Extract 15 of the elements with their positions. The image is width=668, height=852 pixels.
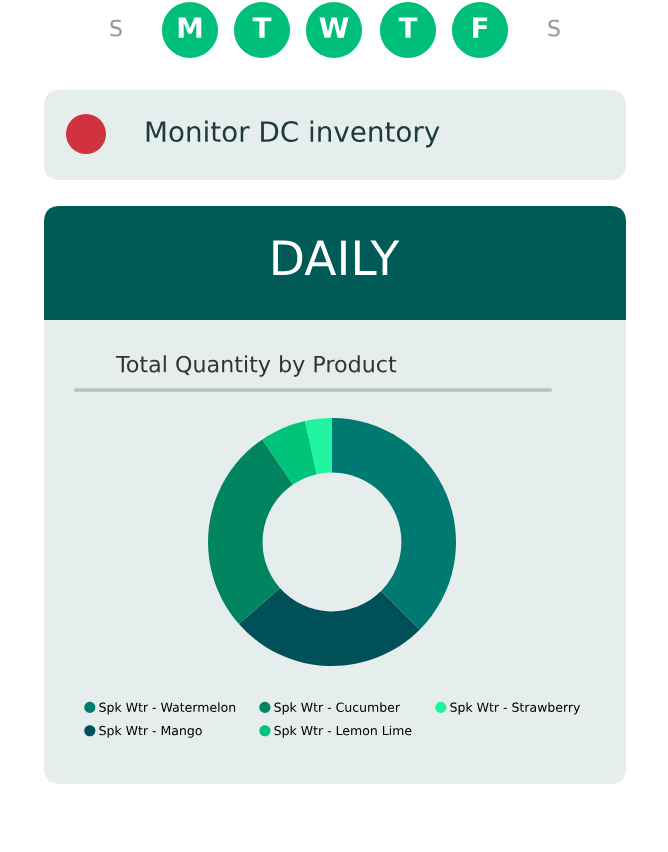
text: T bbox=[398, 17, 418, 38]
donut-slice bbox=[208, 439, 293, 624]
donut-slice bbox=[262, 420, 317, 485]
text: M bbox=[178, 17, 202, 38]
text: S bbox=[110, 19, 122, 37]
text: DAILY bbox=[273, 240, 400, 276]
text: W bbox=[319, 17, 349, 38]
chart-title: Total Quantity by Product bbox=[115, 355, 397, 377]
donut-slice bbox=[304, 418, 332, 475]
text: Monitor DC inventory bbox=[146, 120, 440, 148]
text: T bbox=[252, 17, 272, 38]
donut-slice bbox=[238, 587, 420, 666]
donut-slice bbox=[332, 418, 456, 630]
text: F bbox=[473, 17, 488, 38]
text: S bbox=[548, 19, 560, 37]
